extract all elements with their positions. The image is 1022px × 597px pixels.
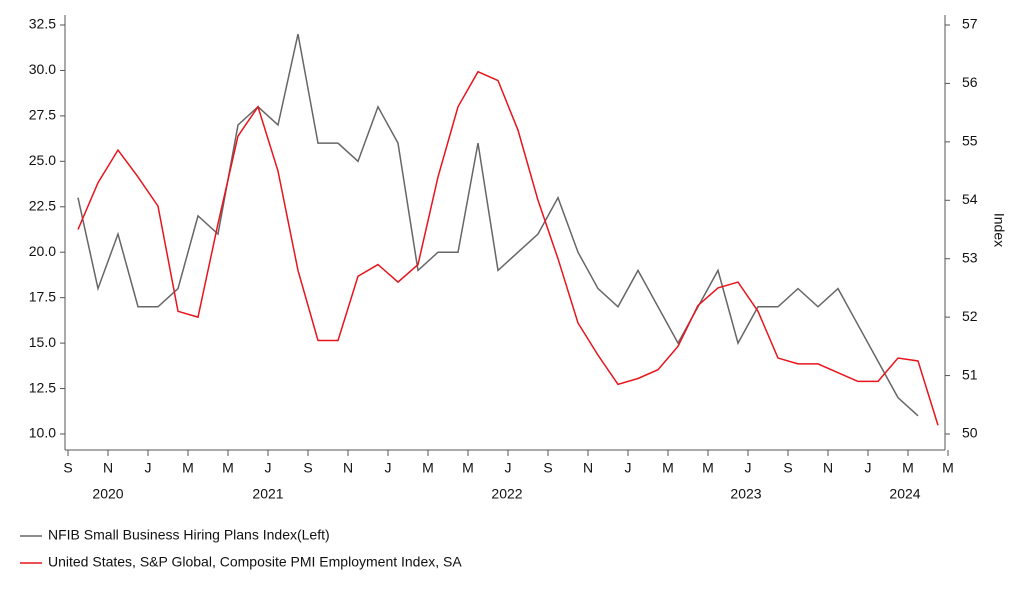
x-tick-label: J	[625, 460, 632, 476]
x-tick-label: M	[942, 460, 954, 476]
x-tick-label: M	[462, 460, 474, 476]
year-label: 2021	[252, 486, 283, 502]
x-tick-label: S	[63, 460, 72, 476]
series-line	[77, 70, 939, 426]
year-label: 2024	[889, 486, 920, 502]
y2-tick-label: 52	[962, 308, 978, 324]
y-tick-label: 20.0	[29, 243, 56, 259]
series-line	[77, 33, 919, 417]
y2-tick-label: 55	[962, 133, 978, 149]
x-tick-label: J	[385, 460, 392, 476]
x-tick-label: J	[505, 460, 512, 476]
y-tick-label: 10.0	[29, 425, 56, 441]
x-tick-label: S	[303, 460, 312, 476]
year-label: 2022	[491, 486, 522, 502]
y2-tick-label: 50	[962, 425, 978, 441]
x-tick-label: S	[783, 460, 792, 476]
y-tick-label: 27.5	[29, 107, 56, 123]
x-tick-label: J	[265, 460, 272, 476]
x-tick-label: N	[103, 460, 113, 476]
y2-axis-label: Index	[991, 213, 1007, 247]
x-tick-label: J	[865, 460, 872, 476]
year-label: 2023	[730, 486, 761, 502]
y-tick-label: 22.5	[29, 197, 56, 213]
x-tick-label: N	[343, 460, 353, 476]
y-tick-label: 32.5	[29, 16, 56, 32]
y2-tick-label: 57	[962, 16, 978, 32]
y-tick-label: 15.0	[29, 334, 56, 350]
x-tick-label: M	[422, 460, 434, 476]
x-tick-label: M	[902, 460, 914, 476]
legend-label: NFIB Small Business Hiring Plans Index(L…	[48, 527, 330, 543]
legend-label: United States, S&P Global, Composite PMI…	[48, 554, 462, 570]
x-tick-label: M	[662, 460, 674, 476]
y2-tick-label: 56	[962, 74, 978, 90]
y-tick-label: 12.5	[29, 379, 56, 395]
x-tick-label: N	[823, 460, 833, 476]
y-tick-label: 25.0	[29, 152, 56, 168]
y2-tick-label: 53	[962, 249, 978, 265]
y2-tick-label: 51	[962, 366, 978, 382]
x-tick-label: N	[583, 460, 593, 476]
x-tick-label: M	[222, 460, 234, 476]
y2-tick-label: 54	[962, 191, 978, 207]
y-tick-label: 30.0	[29, 61, 56, 77]
y-tick-label: 17.5	[29, 288, 56, 304]
x-tick-label: S	[543, 460, 552, 476]
x-tick-label: M	[182, 460, 194, 476]
x-tick-label: J	[145, 460, 152, 476]
x-tick-label: M	[702, 460, 714, 476]
x-tick-label: J	[745, 460, 752, 476]
year-label: 2020	[92, 486, 123, 502]
